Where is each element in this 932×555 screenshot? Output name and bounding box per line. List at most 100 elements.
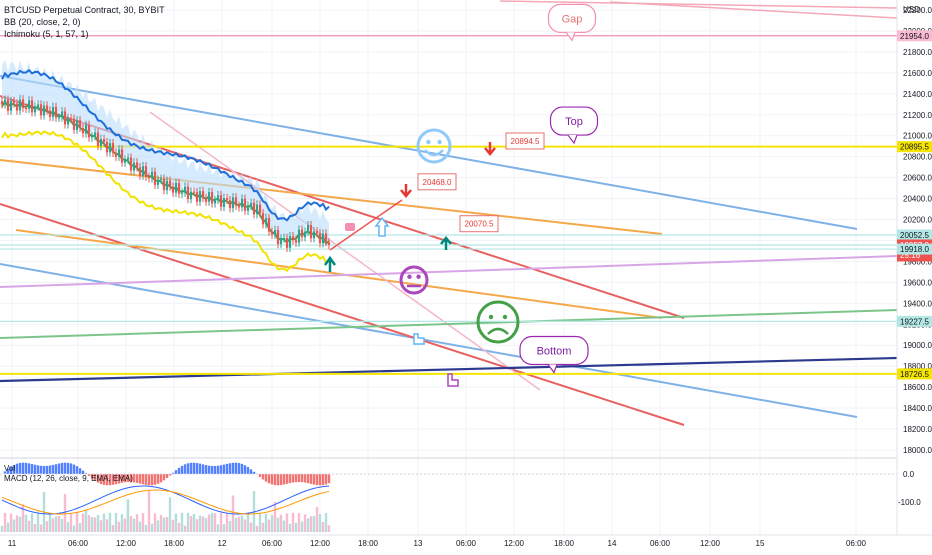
vol-bar-102 <box>307 518 309 532</box>
y-tick-3: 18600.0 <box>903 383 932 392</box>
vol-bar-3 <box>10 514 12 532</box>
macd-hist-60 <box>181 466 183 474</box>
price-axis[interactable]: USD18000.018200.018400.018600.018800.019… <box>897 0 932 550</box>
vol-bar-87 <box>262 523 264 532</box>
vol-bar-89 <box>268 520 270 532</box>
x-tick-3: 18:00 <box>164 539 185 548</box>
target-label-1: 20468.0 <box>423 178 452 187</box>
candle-body-22 <box>67 118 69 124</box>
candle-body-52 <box>157 180 159 185</box>
macd-hist-79 <box>238 463 240 474</box>
candle-body-85 <box>256 205 258 215</box>
x-tick-10: 12:00 <box>504 539 525 548</box>
macd-tick-1: -100.0 <box>898 498 921 507</box>
candle-body-49 <box>148 177 150 179</box>
macd-label[interactable]: MACD (12, 26, close, 9, EMA, EMA) <box>4 474 133 484</box>
candle-body-13 <box>40 104 42 115</box>
candle-body-34 <box>103 139 105 142</box>
y-tick-13: 20600.0 <box>903 174 932 183</box>
x-tick-0: 11 <box>8 539 17 548</box>
vol-bar-60 <box>181 513 183 532</box>
vol-bar-67 <box>202 517 204 532</box>
vol-bar-30 <box>91 517 93 532</box>
vol-label[interactable]: Vol <box>4 464 133 474</box>
candle-body-96 <box>289 236 291 248</box>
candle-body-29 <box>88 125 90 138</box>
price-tag-label-6: 18726.5 <box>900 370 929 379</box>
indicator-ichimoku[interactable]: Ichimoku (5, 1, 57, 1) <box>4 28 165 40</box>
vol-bar-17 <box>52 518 54 532</box>
callout-tail-2 <box>548 364 557 372</box>
vol-bar-82 <box>247 514 249 532</box>
candle-body-50 <box>151 172 153 179</box>
macd-hist-74 <box>223 465 225 474</box>
vol-bar-55 <box>166 517 168 532</box>
candle-body-7 <box>22 99 24 108</box>
candle-body-104 <box>313 231 315 238</box>
price-tag-label-4: 19918.0 <box>900 245 929 254</box>
vol-bar-28 <box>85 510 87 532</box>
candle-body-77 <box>232 197 234 208</box>
y-tick-11: 20200.0 <box>903 216 932 225</box>
candle-body-63 <box>190 192 192 199</box>
candle-body-47 <box>142 166 144 175</box>
vol-bar-101 <box>304 514 306 532</box>
subpanel-legend: Vol MACD (12, 26, close, 9, EMA, EMA) <box>4 464 133 484</box>
macd-hist-55 <box>166 474 168 478</box>
indicator-bb[interactable]: BB (20, close, 2, 0) <box>4 16 165 28</box>
y-tick-8: 19600.0 <box>903 278 932 287</box>
y-tick-12: 20400.0 <box>903 195 932 204</box>
axis-background <box>897 0 932 550</box>
ichimoku-cloud <box>2 60 329 244</box>
macd-hist-51 <box>154 474 156 485</box>
macd-hist-44 <box>133 474 135 482</box>
vol-bar-33 <box>100 520 102 532</box>
candle-body-40 <box>121 149 123 162</box>
chart-title[interactable]: BTCUSD Perpetual Contract, 30, BYBIT <box>4 4 165 16</box>
candle-body-80 <box>241 199 243 208</box>
candle-body-88 <box>265 218 267 224</box>
vol-bar-62 <box>187 513 189 532</box>
macd-hist-95 <box>286 474 288 484</box>
candle-body-55 <box>166 181 168 191</box>
candle-body-70 <box>211 192 213 203</box>
vol-bar-49 <box>148 491 150 532</box>
vol-bar-31 <box>94 517 96 532</box>
macd-subpanel <box>0 463 897 532</box>
x-tick-1: 06:00 <box>68 539 89 548</box>
x-tick-15: 15 <box>756 539 765 548</box>
macd-hist-93 <box>280 474 282 485</box>
y-tick-16: 21200.0 <box>903 111 932 120</box>
candle-body-14 <box>43 106 45 116</box>
candle-body-97 <box>292 236 294 240</box>
candle-body-60 <box>181 193 183 194</box>
vol-bar-24 <box>73 525 75 532</box>
candle-body-94 <box>283 238 285 239</box>
vol-bar-13 <box>40 525 42 532</box>
candle-body-54 <box>163 179 165 190</box>
vol-bar-43 <box>130 516 132 532</box>
candle-body-83 <box>250 203 252 206</box>
vol-bar-74 <box>223 524 225 532</box>
candle-body-21 <box>64 111 66 124</box>
macd-hist-54 <box>163 474 165 480</box>
trendlines <box>0 1 897 425</box>
candle-body-79 <box>238 206 240 208</box>
vol-bar-39 <box>118 522 120 532</box>
macd-tick-0: 0.0 <box>903 470 915 479</box>
macd-hist-64 <box>193 463 195 474</box>
macd-hist-105 <box>316 474 318 485</box>
macd-hist-48 <box>145 474 147 485</box>
vol-bar-57 <box>172 520 174 532</box>
y-tick-15: 21000.0 <box>903 132 932 141</box>
macd-hist-98 <box>295 474 297 482</box>
vol-bar-1 <box>4 513 6 532</box>
candle-body-0 <box>1 101 3 104</box>
x-tick-14: 12:00 <box>700 539 721 548</box>
vol-bar-81 <box>244 519 246 532</box>
vol-bar-104 <box>313 516 315 532</box>
macd-hist-67 <box>202 464 204 474</box>
vol-bar-25 <box>76 513 78 532</box>
vol-bar-75 <box>226 513 228 532</box>
